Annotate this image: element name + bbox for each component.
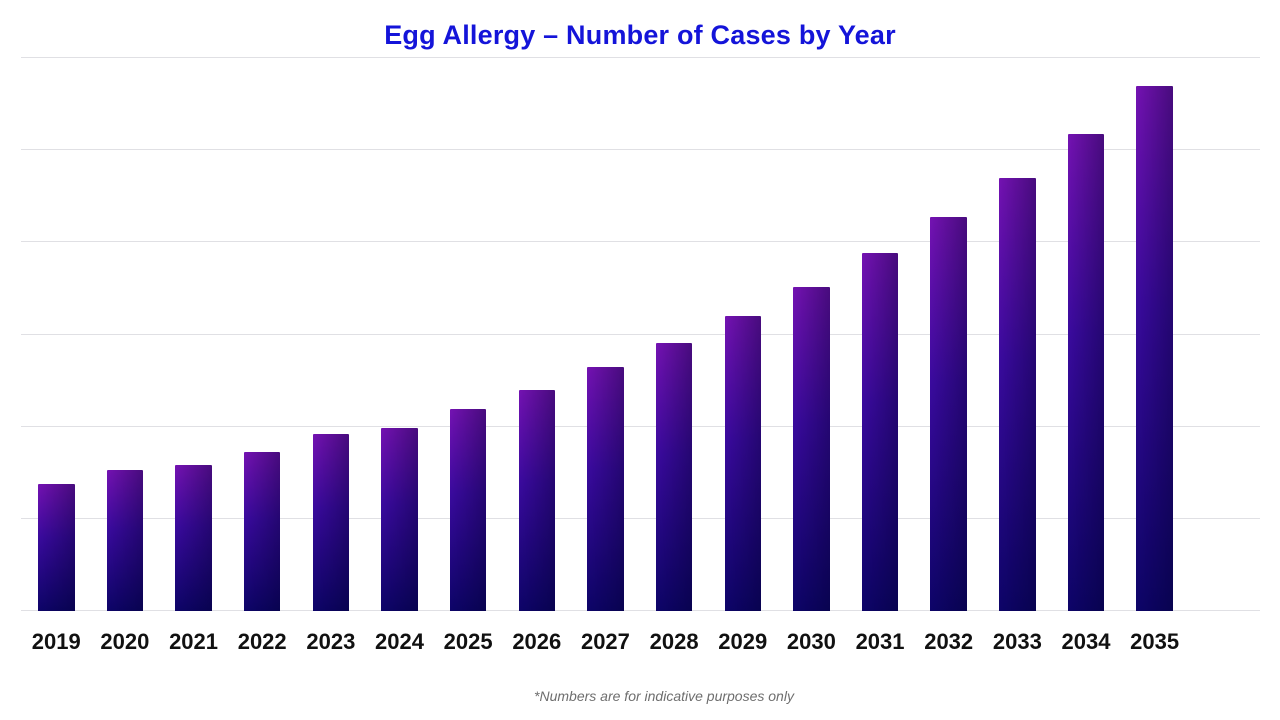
x-axis-label-2024: 2024 — [375, 629, 424, 654]
x-axis-label-2025: 2025 — [443, 629, 493, 654]
footnote: *Numbers are for indicative purposes onl… — [534, 688, 794, 704]
gridline — [21, 610, 1260, 611]
chart-title: Egg Allergy – Number of Cases by Year — [384, 20, 896, 50]
bar-2022 — [243, 451, 281, 611]
x-axis-label-2020: 2020 — [100, 629, 150, 654]
x-axis-label-2023: 2023 — [306, 629, 356, 654]
bar-2031 — [861, 253, 899, 611]
gridline — [21, 517, 1260, 519]
bar-2023 — [312, 434, 350, 611]
x-axis-label-2027: 2027 — [580, 629, 630, 654]
bar-2035 — [1136, 85, 1173, 611]
x-axis-label-2029: 2029 — [718, 629, 768, 654]
x-axis-label-2030: 2030 — [786, 629, 836, 654]
bar-2029 — [724, 316, 761, 611]
x-axis-label-2034: 2034 — [1061, 629, 1111, 654]
gridline — [21, 57, 1260, 58]
bar-2026 — [518, 389, 556, 611]
x-axis-label-2032: 2032 — [924, 629, 974, 654]
x-axis-label-2021: 2021 — [169, 629, 219, 654]
x-axis-label-2028: 2028 — [649, 629, 699, 654]
x-axis: 2019 2020 2021 2022 2023 2024 2025 2026 2027 2028… — [21, 629, 1260, 663]
gridline — [21, 149, 1260, 151]
bar-2027 — [587, 366, 624, 611]
plot-area — [21, 57, 1260, 611]
bar-2028 — [655, 342, 693, 611]
bar-2025 — [449, 409, 487, 611]
bar-2034 — [1067, 133, 1105, 611]
x-axis-label-2022: 2022 — [237, 629, 287, 654]
gridline — [21, 333, 1260, 335]
bar-2032 — [930, 217, 967, 611]
gridline — [21, 425, 1260, 427]
bar-2019 — [38, 483, 75, 611]
gridline — [21, 241, 1260, 243]
bar-2021 — [175, 465, 212, 611]
bar-2020 — [106, 470, 144, 611]
bar-2033 — [999, 177, 1036, 611]
x-axis-label-2026: 2026 — [512, 629, 562, 654]
x-axis-label-2019: 2019 — [31, 629, 81, 654]
x-axis-label-2031: 2031 — [855, 629, 905, 654]
bar-2030 — [793, 286, 830, 611]
x-axis-label-2035: 2035 — [1130, 629, 1180, 654]
x-axis-label-2033: 2033 — [992, 629, 1042, 654]
bar-2024 — [381, 427, 418, 611]
